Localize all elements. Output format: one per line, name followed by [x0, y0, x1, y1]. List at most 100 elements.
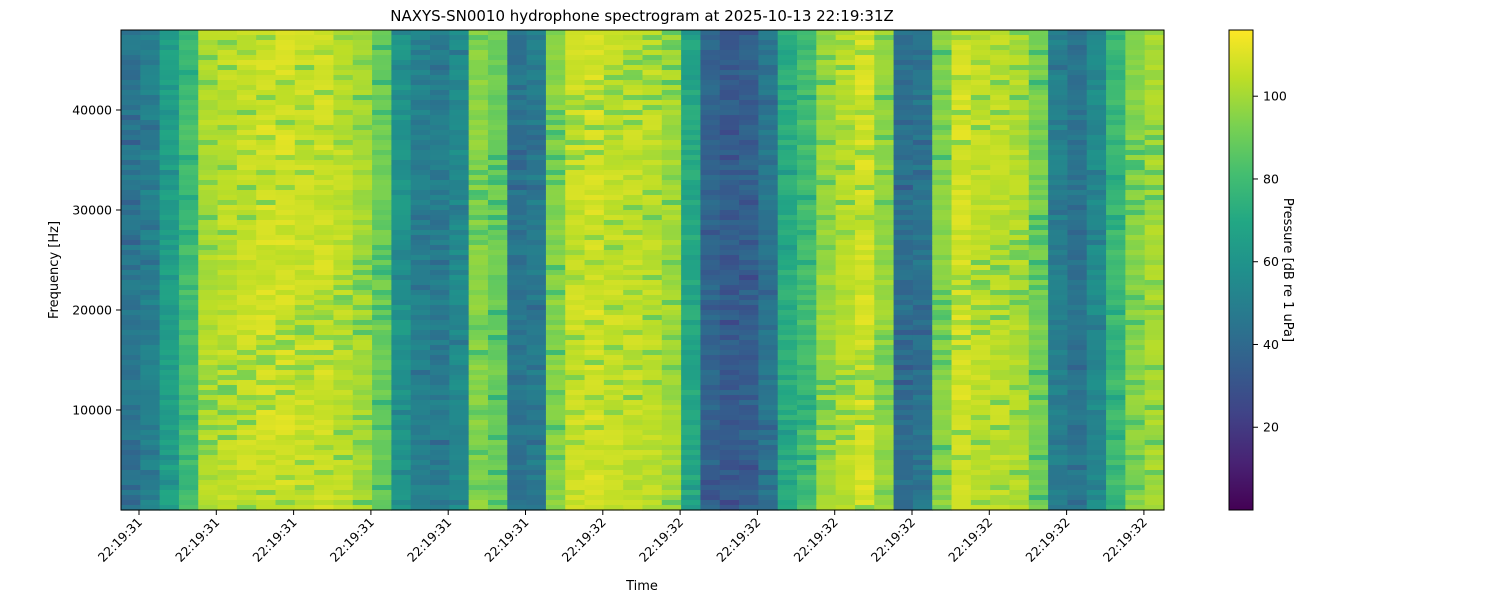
- heatmap-cell: [236, 205, 257, 211]
- heatmap-cell: [835, 135, 856, 141]
- heatmap-cell: [642, 410, 663, 416]
- heatmap-cell: [487, 470, 508, 476]
- heatmap-cell: [719, 220, 740, 226]
- heatmap-cell: [1086, 235, 1107, 241]
- heatmap-cell: [719, 165, 740, 171]
- heatmap-cell: [874, 110, 895, 116]
- heatmap-cell: [816, 320, 837, 326]
- heatmap-cell: [970, 55, 991, 61]
- heatmap-cell: [758, 415, 779, 421]
- heatmap-cell: [526, 140, 547, 146]
- heatmap-cell: [623, 475, 644, 481]
- heatmap-cell: [256, 75, 277, 81]
- heatmap-cell: [835, 385, 856, 391]
- heatmap-cell: [912, 430, 933, 436]
- heatmap-cell: [584, 85, 605, 91]
- heatmap-cell: [874, 310, 895, 316]
- heatmap-cell: [449, 380, 470, 386]
- heatmap-cell: [487, 45, 508, 51]
- heatmap-cell: [854, 145, 875, 151]
- heatmap-cell: [545, 320, 566, 326]
- heatmap-cell: [932, 185, 953, 191]
- heatmap-cell: [874, 505, 895, 511]
- heatmap-cell: [816, 325, 837, 331]
- heatmap-cell: [1086, 285, 1107, 291]
- heatmap-cell: [893, 485, 914, 491]
- heatmap-cell: [159, 185, 180, 191]
- heatmap-cell: [159, 160, 180, 166]
- heatmap-cell: [507, 160, 528, 166]
- heatmap-cell: [642, 145, 663, 151]
- heatmap-cell: [623, 125, 644, 131]
- heatmap-cell: [217, 235, 238, 241]
- heatmap-cell: [661, 55, 682, 61]
- heatmap-cell: [932, 295, 953, 301]
- heatmap-cell: [912, 185, 933, 191]
- heatmap-cell: [990, 85, 1011, 91]
- heatmap-cell: [140, 115, 161, 121]
- heatmap-cell: [449, 370, 470, 376]
- heatmap-cell: [372, 180, 392, 186]
- heatmap-cell: [507, 370, 528, 376]
- heatmap-cell: [912, 105, 933, 111]
- heatmap-cell: [1009, 395, 1030, 401]
- heatmap-cell: [507, 420, 528, 426]
- heatmap-cell: [1086, 110, 1107, 116]
- heatmap-cell: [874, 335, 895, 341]
- heatmap-cell: [1048, 400, 1069, 406]
- heatmap-cell: [565, 100, 586, 106]
- heatmap-cell: [236, 365, 257, 371]
- heatmap-cell: [854, 460, 875, 466]
- heatmap-cell: [990, 70, 1011, 76]
- heatmap-cell: [294, 505, 315, 511]
- heatmap-cell: [333, 235, 354, 241]
- heatmap-cell: [159, 370, 180, 376]
- heatmap-cell: [874, 390, 895, 396]
- heatmap-cell: [912, 465, 933, 471]
- heatmap-cell: [449, 270, 470, 276]
- heatmap-cell: [854, 30, 875, 36]
- heatmap-cell: [1067, 150, 1088, 156]
- heatmap-cell: [198, 145, 219, 151]
- heatmap-cell: [410, 470, 431, 476]
- heatmap-cell: [468, 40, 489, 46]
- heatmap-cell: [874, 120, 895, 126]
- heatmap-cell: [739, 185, 759, 191]
- heatmap-cell: [623, 465, 644, 471]
- heatmap-cell: [410, 310, 431, 316]
- heatmap-cell: [603, 285, 624, 291]
- heatmap-cell: [121, 205, 141, 211]
- heatmap-cell: [487, 425, 508, 431]
- heatmap-cell: [178, 145, 199, 151]
- heatmap-cell: [700, 425, 721, 431]
- heatmap-cell: [603, 250, 624, 256]
- heatmap-cell: [449, 435, 470, 441]
- heatmap-cell: [430, 85, 450, 91]
- heatmap-cell: [874, 445, 895, 451]
- heatmap-cell: [178, 240, 199, 246]
- heatmap-cell: [565, 465, 586, 471]
- heatmap-cell: [372, 125, 392, 131]
- heatmap-cell: [603, 490, 624, 496]
- heatmap-cell: [410, 505, 431, 511]
- heatmap-cell: [430, 285, 450, 291]
- heatmap-cell: [372, 140, 392, 146]
- heatmap-cell: [661, 275, 682, 281]
- heatmap-cell: [951, 340, 972, 346]
- heatmap-cell: [739, 80, 759, 86]
- heatmap-cell: [816, 115, 837, 121]
- heatmap-cell: [874, 185, 895, 191]
- heatmap-cell: [912, 35, 933, 41]
- heatmap-cell: [874, 485, 895, 491]
- heatmap-cell: [854, 170, 875, 176]
- heatmap-cell: [217, 435, 238, 441]
- heatmap-cell: [797, 285, 817, 291]
- heatmap-cell: [545, 360, 566, 366]
- heatmap-cell: [854, 210, 875, 216]
- heatmap-cell: [912, 50, 933, 56]
- heatmap-cell: [352, 135, 373, 141]
- heatmap-cell: [932, 255, 953, 261]
- heatmap-cell: [874, 330, 895, 336]
- heatmap-cell: [1048, 60, 1069, 66]
- heatmap-cell: [719, 155, 740, 161]
